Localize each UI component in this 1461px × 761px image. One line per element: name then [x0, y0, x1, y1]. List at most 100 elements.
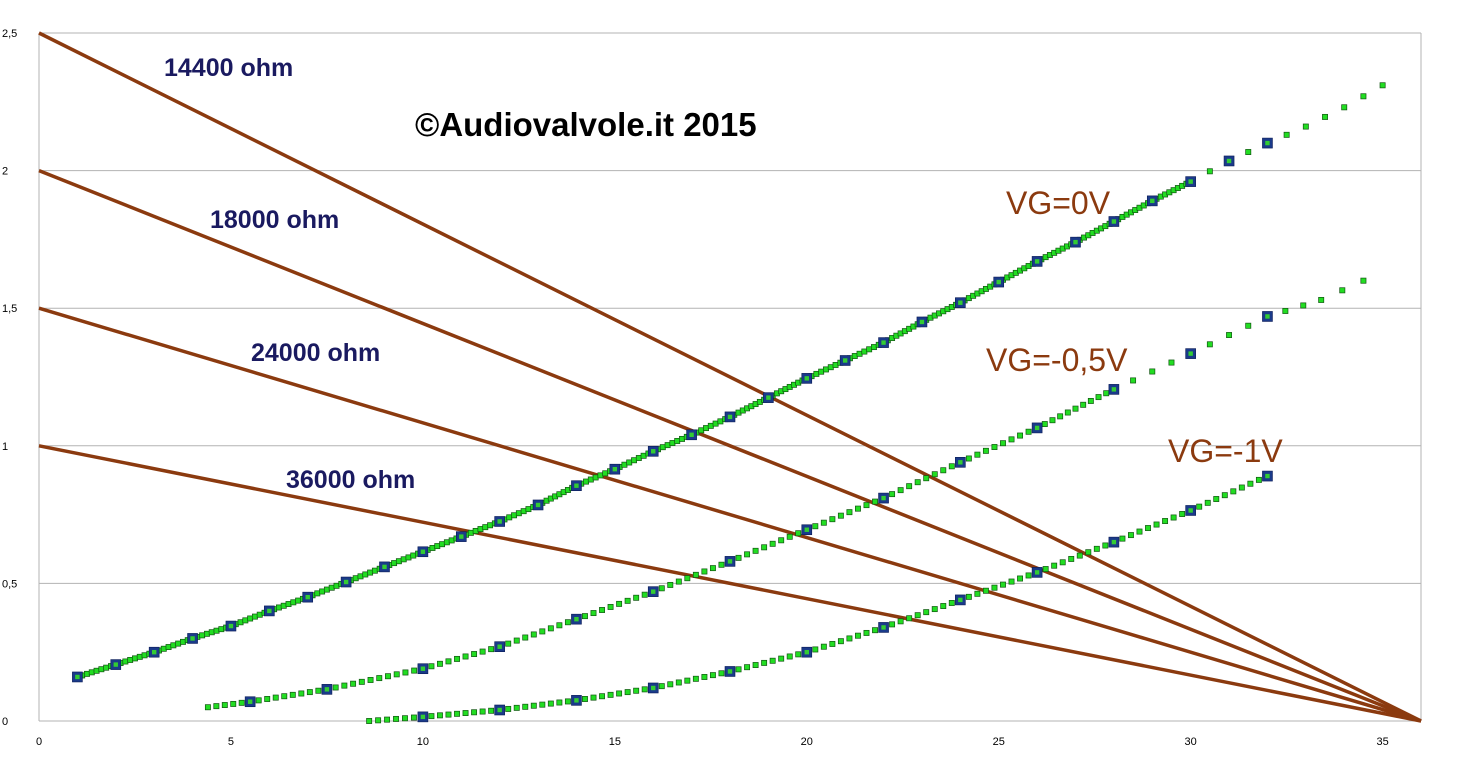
curve-point	[1170, 514, 1177, 521]
curve-point	[454, 710, 460, 717]
curve-point	[218, 626, 225, 633]
curve-point	[136, 653, 143, 660]
curve-point	[281, 693, 288, 700]
y-tick-label: 1	[2, 441, 8, 453]
curve-point	[587, 476, 594, 483]
curve-point	[428, 713, 435, 720]
curve-point	[974, 451, 981, 458]
curve-point	[290, 599, 297, 606]
curve-point	[306, 689, 313, 696]
curve-point	[141, 652, 148, 659]
curve-point	[1196, 503, 1203, 510]
x-tick-label: 10	[417, 736, 429, 748]
x-tick-label: 0	[36, 736, 42, 748]
curve-point	[735, 554, 742, 561]
measured-point-center	[420, 666, 426, 671]
curve-point	[889, 621, 896, 628]
curve-point	[846, 635, 853, 642]
curve-point	[914, 479, 921, 486]
curve-point	[820, 519, 827, 526]
curve-point	[199, 632, 206, 639]
curve-point	[471, 709, 478, 716]
curve-point	[590, 694, 597, 701]
curve-point	[376, 675, 383, 682]
series-label-vg-minus-0-5: VG=-0,5V	[986, 342, 1128, 378]
measured-point-center	[535, 502, 541, 508]
curve-point	[1076, 552, 1083, 559]
curve-point	[718, 670, 725, 677]
curve-point	[640, 452, 647, 459]
load-line-label-18000: 18000 ohm	[210, 206, 339, 234]
measured-point-center	[1034, 570, 1040, 575]
x-tick-label: 5	[228, 736, 234, 748]
y-tick-label: 2	[2, 166, 8, 178]
measured-point-center	[881, 625, 886, 630]
curve-point	[93, 667, 100, 674]
curve-point	[251, 613, 258, 620]
measured-point-center	[574, 616, 579, 622]
curve-point	[371, 567, 378, 574]
curve-point	[1149, 368, 1156, 375]
measured-point-center	[324, 687, 330, 692]
series-label-vg-0: VG=0V	[1006, 185, 1111, 221]
curve-point	[1000, 581, 1006, 588]
measured-point-center	[727, 669, 733, 674]
curve-point	[405, 554, 412, 561]
measured-point-center	[804, 376, 809, 381]
curve-point	[1000, 440, 1006, 447]
curve-point	[1341, 104, 1348, 111]
curve-point	[667, 581, 674, 588]
curve-point	[707, 422, 714, 429]
curve-point	[515, 510, 522, 517]
curve-point	[692, 571, 699, 578]
curve-point	[744, 551, 751, 558]
curve-point	[851, 353, 858, 359]
measured-point-center	[919, 319, 925, 325]
curve-point	[230, 700, 237, 707]
curve-point	[530, 702, 537, 709]
curve-point	[602, 470, 609, 477]
measured-point-center	[727, 414, 733, 420]
curve-point	[437, 712, 443, 719]
curve-point	[319, 588, 326, 595]
x-tick-label: 35	[1376, 736, 1388, 748]
curve-point	[221, 702, 228, 708]
curve-point	[443, 539, 450, 546]
curve-point	[479, 648, 486, 655]
curve-point	[599, 693, 605, 700]
curve-point	[641, 686, 648, 693]
measured-point-center	[497, 519, 502, 524]
curve-point	[547, 700, 554, 707]
tick-labels: 0 0,5 1 1,5 2 2,5 0 5 10 15 20 25 30 35	[2, 28, 1389, 748]
measured-point-center	[1188, 179, 1193, 184]
measured-point-center	[151, 650, 157, 655]
y-tick-label: 0,5	[2, 578, 17, 590]
curve-point	[333, 582, 340, 589]
curve-point	[675, 679, 682, 686]
curve-point	[1322, 113, 1328, 120]
curve-point	[795, 651, 802, 658]
curve-point	[820, 643, 827, 650]
curve-point	[1051, 562, 1058, 569]
curve-point	[385, 673, 391, 680]
curve-point	[122, 658, 129, 665]
curve-point	[1379, 82, 1386, 89]
curve-point	[1072, 405, 1079, 412]
curve-point	[701, 674, 708, 680]
curve-point	[103, 664, 110, 671]
curve-point	[175, 640, 182, 647]
curve-point	[1255, 476, 1262, 483]
measured-point-center	[113, 662, 118, 667]
measured-point-center	[958, 300, 963, 305]
curve-point	[471, 651, 478, 657]
curve-point	[626, 459, 633, 466]
curve-point	[931, 606, 938, 613]
curve-point	[795, 530, 802, 537]
curve-point	[448, 537, 455, 544]
measured-point-center	[267, 608, 272, 614]
curve-point	[1017, 432, 1023, 439]
curve-point	[429, 545, 436, 551]
curve-point	[511, 512, 518, 519]
curve-point	[769, 657, 776, 664]
